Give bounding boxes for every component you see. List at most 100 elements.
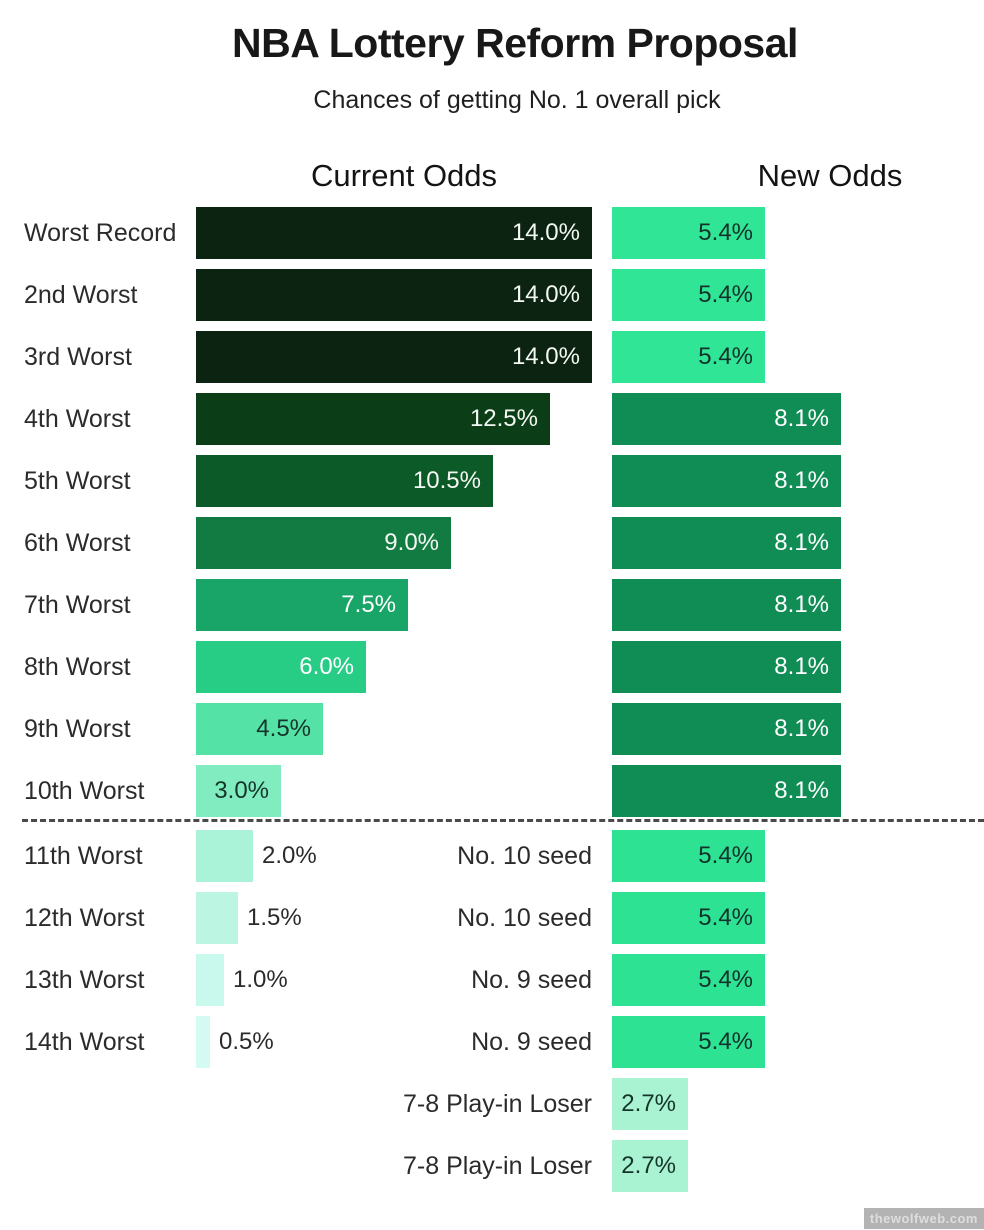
lottery-slot-label: Worst Record [24, 219, 177, 247]
current-odds-bar: 9.0% [196, 517, 451, 569]
lottery-cutoff-dashed-divider [22, 819, 984, 822]
new-odds-bar: 8.1% [612, 765, 841, 817]
bar-value-label: 8.1% [774, 529, 829, 556]
chart-row: Worst Record 14.0% 5.4% [0, 207, 984, 259]
current-odds-bar [196, 1016, 210, 1068]
bar-value-label: 5.4% [698, 842, 753, 869]
bar-value-label: 8.1% [774, 467, 829, 494]
watermark: thewolfweb.com [863, 1208, 984, 1229]
chart-row: 6th Worst 9.0% 8.1% [0, 517, 984, 569]
lottery-slot-label: 2nd Worst [24, 281, 138, 309]
new-odds-bar: 5.4% [612, 892, 765, 944]
bar-value-label: 5.4% [698, 904, 753, 931]
current-odds-bar: 14.0% [196, 207, 592, 259]
new-odds-bar: 5.4% [612, 830, 765, 882]
bar-value-label: 6.0% [299, 653, 354, 680]
lottery-slot-label: 7th Worst [24, 591, 131, 619]
new-odds-bar: 8.1% [612, 455, 841, 507]
current-odds-bar: 12.5% [196, 393, 550, 445]
page-subtitle: Chances of getting No. 1 overall pick [313, 86, 721, 114]
bar-value-label: 8.1% [774, 777, 829, 804]
bar-value-label: 2.7% [621, 1152, 676, 1179]
chart-row: 4th Worst 12.5% 8.1% [0, 393, 984, 445]
lottery-slot-label: 14th Worst [24, 1028, 145, 1056]
bar-value-label: 1.0% [233, 966, 288, 993]
chart-row: 9th Worst 4.5% 8.1% [0, 703, 984, 755]
new-odds-slot-label: 7-8 Play-in Loser [403, 1090, 592, 1118]
new-odds-slot-label: No. 9 seed [471, 1028, 592, 1056]
lottery-slot-label: 6th Worst [24, 529, 131, 557]
new-odds-bar: 5.4% [612, 207, 765, 259]
chart-row: 12th Worst No. 10 seed 1.5% 5.4% [0, 892, 984, 944]
chart-row: 11th Worst No. 10 seed 2.0% 5.4% [0, 830, 984, 882]
bar-value-label: 14.0% [511, 343, 580, 370]
chart-row: 10th Worst 3.0% 8.1% [0, 765, 984, 817]
new-odds-bar: 8.1% [612, 579, 841, 631]
bar-value-label: 5.4% [698, 966, 753, 993]
current-odds-bar: 7.5% [196, 579, 408, 631]
new-odds-bar: 5.4% [612, 269, 765, 321]
bar-value-label: 5.4% [698, 343, 753, 370]
bar-value-label: 5.4% [698, 1028, 753, 1055]
bar-value-label: 8.1% [774, 715, 829, 742]
current-odds-bar: 10.5% [196, 455, 493, 507]
new-odds-bar: 5.4% [612, 954, 765, 1006]
chart-row: 7-8 Play-in Loser 2.7% [0, 1078, 984, 1130]
bar-value-label: 8.1% [774, 405, 829, 432]
new-odds-bar: 8.1% [612, 641, 841, 693]
new-odds-slot-label: No. 10 seed [457, 842, 592, 870]
current-odds-column-header: Current Odds [310, 158, 498, 193]
chart-row: 14th Worst No. 9 seed 0.5% 5.4% [0, 1016, 984, 1068]
current-odds-bar: 14.0% [196, 331, 592, 383]
lottery-slot-label: 4th Worst [24, 405, 131, 433]
bar-value-label: 2.7% [621, 1090, 676, 1117]
current-odds-bar [196, 954, 224, 1006]
new-odds-slot-label: No. 9 seed [471, 966, 592, 994]
current-odds-bar [196, 830, 253, 882]
new-odds-bar: 8.1% [612, 703, 841, 755]
bar-value-label: 10.5% [412, 467, 481, 494]
lottery-slot-label: 8th Worst [24, 653, 131, 681]
bar-value-label: 14.0% [511, 281, 580, 308]
chart-row: 3rd Worst 14.0% 5.4% [0, 331, 984, 383]
chart-row: 7-8 Play-in Loser 2.7% [0, 1140, 984, 1192]
bar-value-label: 14.0% [511, 219, 580, 246]
new-odds-bar: 5.4% [612, 1016, 765, 1068]
new-odds-bar: 8.1% [612, 517, 841, 569]
new-odds-bar: 5.4% [612, 331, 765, 383]
bar-value-label: 5.4% [698, 219, 753, 246]
new-odds-slot-label: 7-8 Play-in Loser [403, 1152, 592, 1180]
bar-value-label: 9.0% [384, 529, 439, 556]
chart-row: 5th Worst 10.5% 8.1% [0, 455, 984, 507]
new-odds-column-header: New Odds [757, 158, 903, 193]
bar-value-label: 0.5% [219, 1028, 274, 1055]
lottery-slot-label: 13th Worst [24, 966, 145, 994]
bar-value-label: 3.0% [214, 777, 269, 804]
bar-value-label: 1.5% [247, 904, 302, 931]
lottery-slot-label: 9th Worst [24, 715, 131, 743]
bar-value-label: 2.0% [262, 842, 317, 869]
new-odds-slot-label: No. 10 seed [457, 904, 592, 932]
page-title: NBA Lottery Reform Proposal [232, 20, 798, 66]
chart-row: 13th Worst No. 9 seed 1.0% 5.4% [0, 954, 984, 1006]
lottery-slot-label: 12th Worst [24, 904, 145, 932]
current-odds-bar: 6.0% [196, 641, 366, 693]
lottery-slot-label: 5th Worst [24, 467, 131, 495]
bar-value-label: 8.1% [774, 653, 829, 680]
bar-value-label: 4.5% [256, 715, 311, 742]
lottery-slot-label: 11th Worst [24, 842, 143, 870]
new-odds-bar: 8.1% [612, 393, 841, 445]
current-odds-bar: 3.0% [196, 765, 281, 817]
current-odds-bar: 14.0% [196, 269, 592, 321]
chart-row: 8th Worst 6.0% 8.1% [0, 641, 984, 693]
chart-row: 2nd Worst 14.0% 5.4% [0, 269, 984, 321]
current-odds-bar [196, 892, 238, 944]
chart-row: 7th Worst 7.5% 8.1% [0, 579, 984, 631]
new-odds-bar: 2.7% [612, 1140, 688, 1192]
current-odds-bar: 4.5% [196, 703, 323, 755]
lottery-slot-label: 3rd Worst [24, 343, 132, 371]
bar-value-label: 12.5% [469, 405, 538, 432]
new-odds-bar: 2.7% [612, 1078, 688, 1130]
lottery-slot-label: 10th Worst [24, 777, 145, 805]
